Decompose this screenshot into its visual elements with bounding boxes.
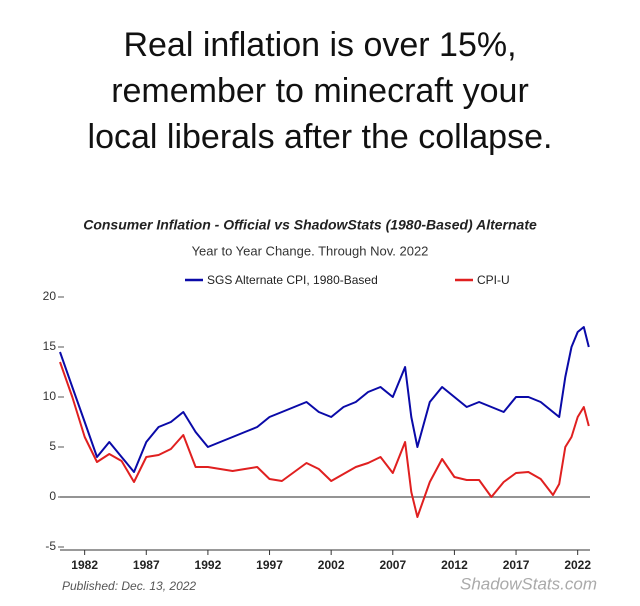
y-tick-label: -5 [45, 539, 56, 553]
chart-subtitle: Year to Year Change. Through Nov. 2022 [192, 243, 429, 258]
y-tick-label: 0 [49, 489, 56, 503]
x-tick-label: 1997 [256, 558, 283, 572]
x-tick-label: 1982 [71, 558, 98, 572]
x-tick-label: 2012 [441, 558, 468, 572]
caption-line: local liberals after the collapse. [87, 118, 553, 156]
watermark: ShadowStats.com [460, 574, 597, 593]
caption: Real inflation is over 15%, remember to … [0, 22, 640, 160]
y-tick-label: 20 [43, 289, 57, 303]
footnote: Published: Dec. 13, 2022 [62, 579, 196, 593]
series-line [59, 326, 590, 473]
y-tick-label: 15 [43, 339, 57, 353]
caption-line: remember to minecraft your [111, 72, 529, 110]
chart-title: Consumer Inflation - Official vs ShadowS… [83, 217, 537, 233]
x-tick-label: 1992 [195, 558, 222, 572]
x-tick-label: 2007 [379, 558, 406, 572]
legend-label: CPI-U [477, 273, 510, 287]
y-tick-label: 10 [43, 389, 57, 403]
x-tick-label: 1987 [133, 558, 160, 572]
x-tick-label: 2022 [564, 558, 591, 572]
caption-line: Real inflation is over 15%, [123, 26, 517, 64]
x-tick-label: 2002 [318, 558, 345, 572]
x-tick-label: 2017 [503, 558, 530, 572]
series-line [59, 361, 590, 518]
y-tick-label: 5 [49, 439, 56, 453]
legend-label: SGS Alternate CPI, 1980-Based [207, 273, 378, 287]
